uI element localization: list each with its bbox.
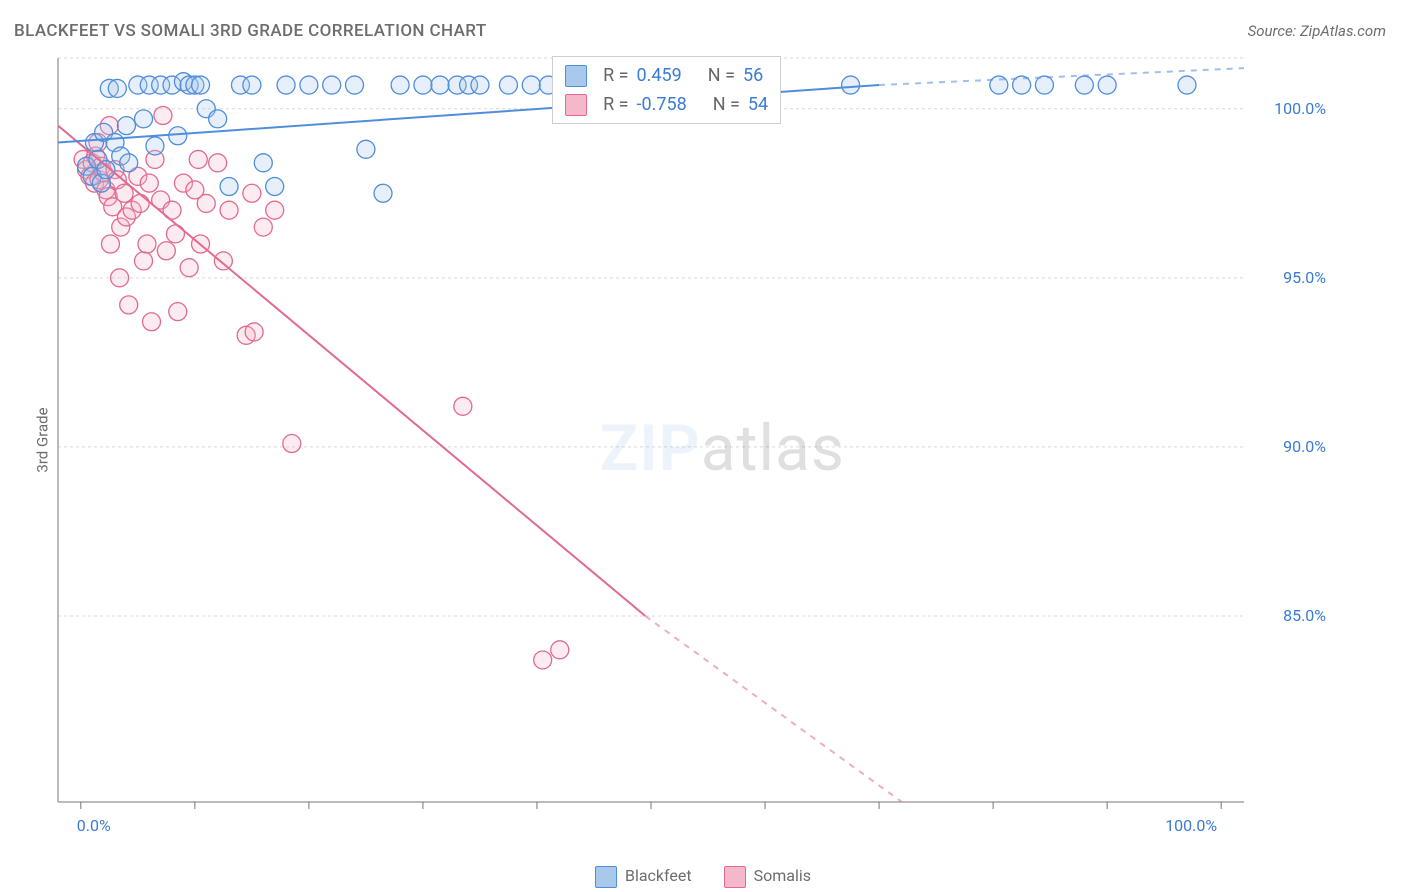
- y-tick-label: 90.0%: [1283, 437, 1326, 456]
- legend-n-label-somalis: N =: [713, 92, 740, 117]
- x-tick-label: 0.0%: [77, 816, 111, 835]
- legend-r-value-blackfeet: 0.459: [637, 63, 682, 88]
- x-tick-label: 100.0%: [1165, 816, 1217, 835]
- legend-statistics-box: R = 0.459 N = 56 R = -0.758 N = 54: [552, 56, 781, 124]
- source-attribution: Source: ZipAtlas.com: [1248, 22, 1386, 40]
- legend-n-label-blackfeet: N =: [708, 63, 735, 88]
- y-axis-label: 3rd Grade: [34, 407, 52, 472]
- y-tick-label: 100.0%: [1274, 99, 1326, 118]
- legend-swatch-blackfeet: [565, 65, 587, 87]
- y-tick-label: 85.0%: [1283, 606, 1326, 625]
- chart-header: BLACKFEET VS SOMALI 3RD GRADE CORRELATIO…: [14, 18, 1386, 44]
- legend-r-label-somalis: R =: [603, 92, 628, 117]
- legend-r-value-somalis: -0.758: [637, 92, 687, 117]
- legend-r-label-blackfeet: R =: [603, 63, 628, 88]
- legend-bottom-swatch-somalis: [724, 866, 746, 888]
- legend-n-value-blackfeet: 56: [743, 63, 763, 88]
- legend-swatch-somalis: [565, 94, 587, 116]
- y-tick-label: 95.0%: [1283, 268, 1326, 287]
- legend-n-value-somalis: 54: [748, 92, 768, 117]
- legend-item-blackfeet: Blackfeet: [595, 866, 692, 888]
- legend-row-somalis: R = -0.758 N = 54: [565, 92, 768, 117]
- chart-title: BLACKFEET VS SOMALI 3RD GRADE CORRELATIO…: [14, 21, 487, 41]
- legend-bottom: Blackfeet Somalis: [0, 866, 1406, 888]
- legend-bottom-label-somalis: Somalis: [754, 866, 811, 885]
- legend-bottom-swatch-blackfeet: [595, 866, 617, 888]
- legend-bottom-label-blackfeet: Blackfeet: [625, 866, 692, 885]
- legend-item-somalis: Somalis: [724, 866, 811, 888]
- legend-row-blackfeet: R = 0.459 N = 56: [565, 63, 768, 88]
- scatter-plot: ZIPatlas R = 0.459 N = 56 R = -0.758 N =…: [54, 54, 1334, 836]
